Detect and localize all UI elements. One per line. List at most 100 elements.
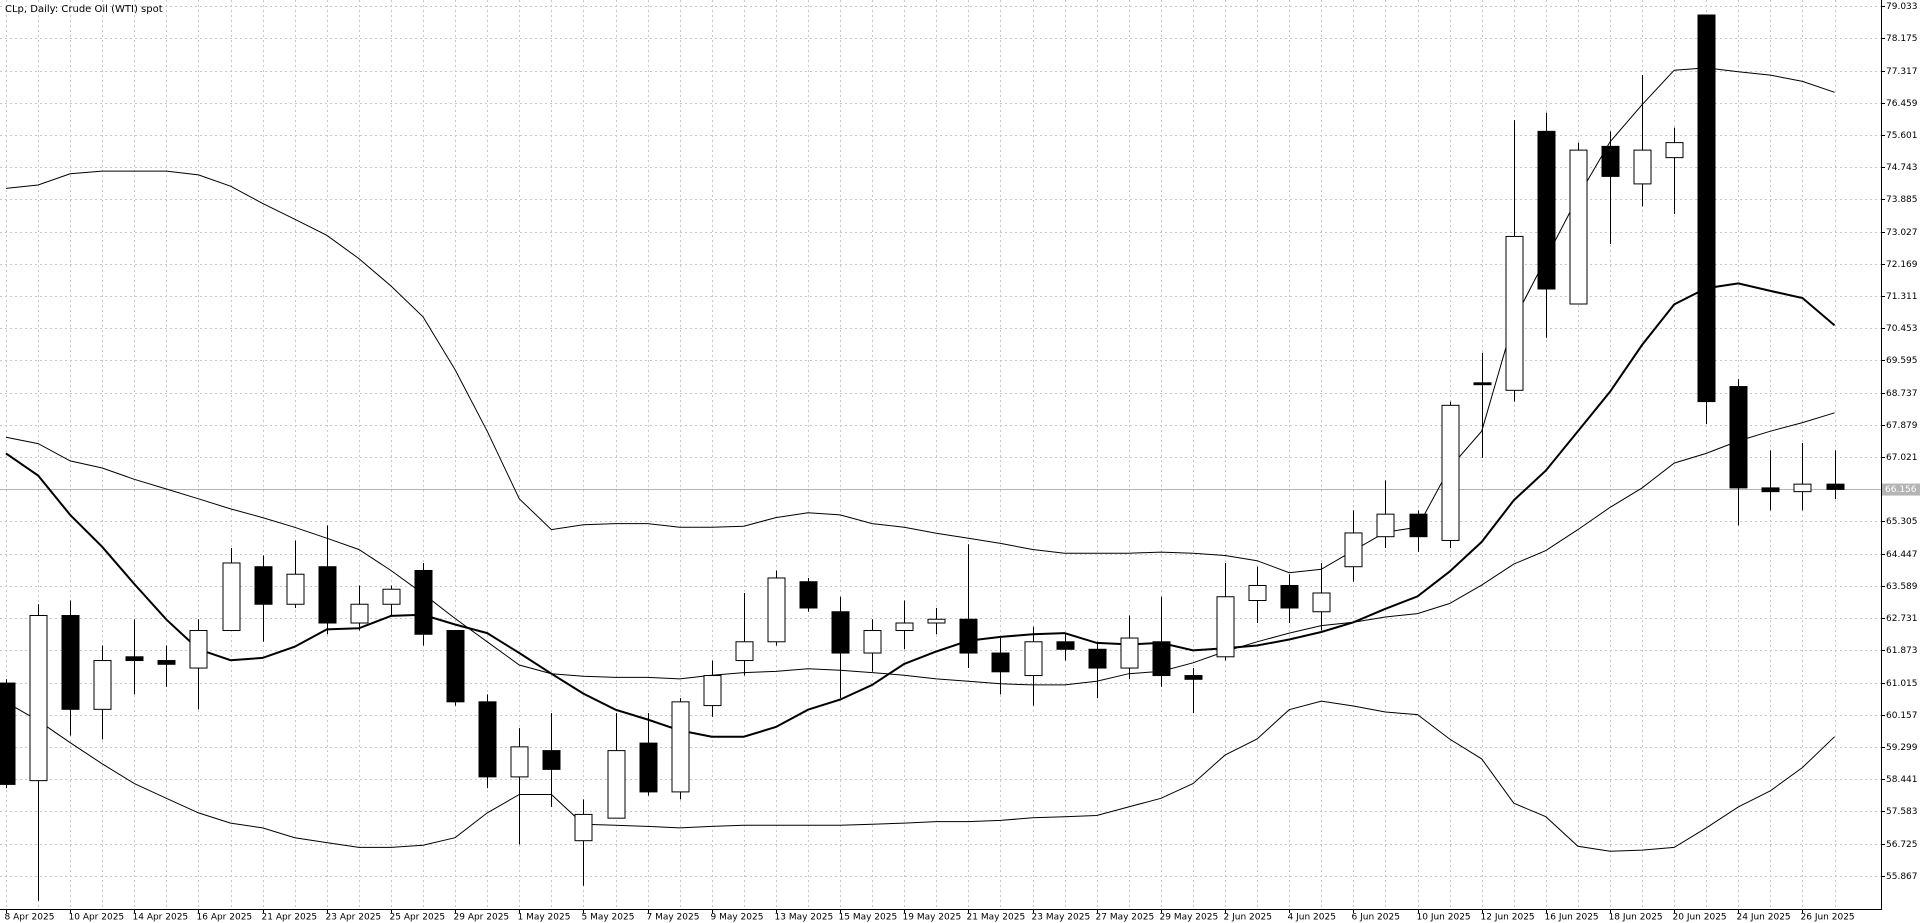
x-tick-label: 26 Jun 2025: [1801, 913, 1855, 923]
indicator-line: [5, 412, 1835, 686]
candle-body: [1280, 584, 1299, 609]
y-tick-label: 73.027: [1886, 228, 1918, 238]
indicator-line: [5, 700, 1835, 852]
candle-body: [61, 615, 80, 710]
indicator-line: [5, 67, 1835, 574]
candle-body: [607, 750, 626, 819]
candle-body: [1312, 592, 1331, 613]
candle-body: [1793, 483, 1812, 493]
x-tick-label: 6 Jun 2025: [1352, 913, 1400, 923]
x-tick-label: 5 May 2025: [582, 913, 635, 923]
y-tick-label: 65.305: [1886, 517, 1918, 527]
last-price-tag: [1882, 483, 1920, 496]
candle-body: [1665, 142, 1684, 159]
candle-body: [510, 746, 529, 778]
x-tick-label: 23 Apr 2025: [326, 913, 382, 923]
y-tick-label: 61.873: [1886, 646, 1918, 656]
x-tick-label: 7 May 2025: [647, 913, 700, 923]
candle-body: [1473, 382, 1492, 386]
x-tick-label: 10 Jun 2025: [1417, 913, 1471, 923]
y-tick-label: 76.459: [1886, 99, 1918, 109]
y-tick-label: 58.441: [1886, 775, 1918, 785]
candle-body: [1729, 386, 1748, 489]
candle-body: [1344, 532, 1363, 568]
x-tick-label: 1 May 2025: [518, 913, 571, 923]
y-tick-label: 78.175: [1886, 34, 1918, 44]
x-tick-label: 10 Apr 2025: [69, 913, 125, 923]
y-tick-label: 61.015: [1886, 679, 1918, 689]
axes: 55.867 56.725 57.583 58.441 59.299 60.157 61.0…: [5, 2, 1920, 923]
candle-body: [1216, 596, 1235, 658]
y-tick-label: 55.867: [1886, 872, 1918, 882]
x-tick-label: 4 Jun 2025: [1288, 913, 1336, 923]
x-tick-label: 9 May 2025: [711, 913, 764, 923]
y-tick-label: 68.737: [1886, 389, 1918, 399]
candle-body: [1601, 145, 1620, 177]
y-tick-label: 72.169: [1886, 260, 1918, 270]
candle-body: [1376, 513, 1395, 538]
candle-body: [1056, 641, 1075, 650]
x-tick-label: 12 Jun 2025: [1481, 913, 1535, 923]
x-tick-label: 29 May 2025: [1160, 913, 1219, 923]
x-tick-label: 29 Apr 2025: [454, 913, 510, 923]
y-tick-label: 69.595: [1886, 356, 1918, 366]
y-tick-label: 79.033: [1886, 2, 1918, 12]
candle-body: [927, 618, 946, 624]
x-tick-label: 25 Apr 2025: [390, 913, 446, 923]
y-tick-label: 73.885: [1886, 195, 1918, 205]
x-tick-label: 24 Jun 2025: [1737, 913, 1791, 923]
candle-body: [799, 581, 818, 609]
candle-body: [1761, 487, 1780, 493]
candle-body: [991, 652, 1010, 673]
candle-body: [767, 577, 786, 643]
candle-body: [1441, 404, 1460, 541]
candle-body: [1826, 483, 1845, 490]
grid: [0, 0, 1881, 909]
y-tick-label: 74.743: [1886, 163, 1918, 173]
candle-body: [1184, 675, 1203, 680]
candle-body: [1537, 130, 1556, 290]
indicator-line: [5, 282, 1836, 738]
candle-body: [1569, 149, 1588, 305]
candle-body: [574, 813, 593, 842]
x-tick-label: 21 May 2025: [967, 913, 1026, 923]
y-tick-label: 64.447: [1886, 550, 1918, 560]
x-tick-label: 14 Apr 2025: [133, 913, 189, 923]
candle-body: [1024, 641, 1043, 677]
candles: [0, 14, 1845, 901]
candle-body: [703, 675, 722, 707]
candle-body: [1088, 648, 1107, 669]
candle-body: [0, 682, 16, 785]
y-tick-label: 62.731: [1886, 614, 1918, 624]
y-tick-label: 71.311: [1886, 292, 1918, 302]
y-tick-label: 56.725: [1886, 840, 1918, 850]
candle-body: [29, 615, 48, 782]
candle-body: [286, 573, 305, 605]
candle-body: [959, 618, 978, 654]
candle-body: [1120, 637, 1139, 669]
x-tick-label: 21 Apr 2025: [262, 913, 318, 923]
candle-body: [542, 750, 561, 770]
x-tick-label: 15 May 2025: [839, 913, 898, 923]
x-tick-label: 18 Jun 2025: [1609, 913, 1663, 923]
x-tick-label: 16 Jun 2025: [1545, 913, 1599, 923]
x-tick-label: 16 Apr 2025: [197, 913, 253, 923]
x-tick-label: 2 Jun 2025: [1224, 913, 1272, 923]
y-tick-label: 70.453: [1886, 324, 1918, 334]
x-tick-label: 8 Apr 2025: [5, 913, 55, 923]
candle-body: [1409, 513, 1428, 538]
candle-body: [189, 630, 208, 669]
candle-body: [318, 566, 337, 624]
y-tick-label: 60.157: [1886, 711, 1918, 721]
candle-body: [863, 630, 882, 654]
y-tick-label: 63.589: [1886, 582, 1918, 592]
candle-body: [478, 701, 497, 778]
candle-body: [1633, 149, 1652, 185]
candle-body: [414, 569, 433, 635]
candle-body: [1152, 641, 1171, 677]
x-tick-label: 27 May 2025: [1096, 913, 1155, 923]
candle-body: [222, 562, 241, 632]
